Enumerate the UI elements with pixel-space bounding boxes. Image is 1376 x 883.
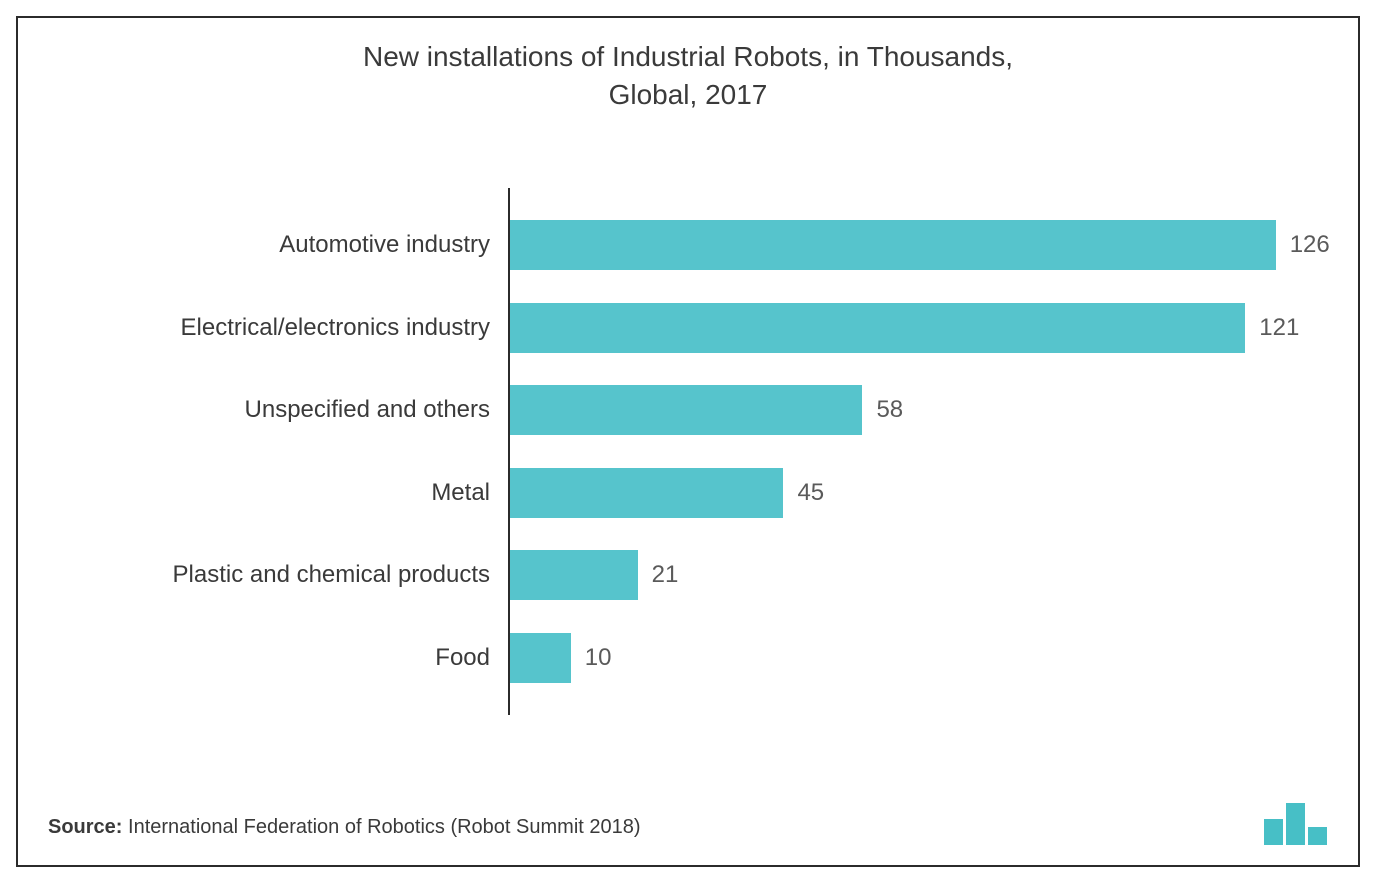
bar-row: Automotive industry126 bbox=[78, 220, 1298, 270]
bar bbox=[510, 303, 1245, 353]
bar-track: 58 bbox=[508, 385, 1298, 435]
value-label: 45 bbox=[783, 468, 824, 518]
category-label: Food bbox=[78, 644, 508, 672]
chart-frame: New installations of Industrial Robots, … bbox=[16, 16, 1360, 867]
title-line-1: New installations of Industrial Robots, … bbox=[18, 38, 1358, 76]
bar-track: 21 bbox=[508, 550, 1298, 600]
source-text: International Federation of Robotics (Ro… bbox=[128, 816, 641, 838]
bar-row: Food 10 bbox=[78, 633, 1298, 683]
category-label: Electrical/electronics industry bbox=[78, 314, 508, 342]
brand-logo bbox=[1264, 803, 1328, 845]
value-label: 10 bbox=[571, 633, 612, 683]
bar bbox=[510, 550, 638, 600]
source-attribution: Source: International Federation of Robo… bbox=[48, 816, 641, 839]
bar bbox=[510, 220, 1276, 270]
bar-row: Electrical/electronics industry 121 bbox=[78, 303, 1298, 353]
value-label: 58 bbox=[862, 385, 903, 435]
logo-bar-2 bbox=[1286, 803, 1305, 845]
bar-track: 126 bbox=[508, 220, 1298, 270]
chart-plot-area: Automotive industry126 Electrical/electro… bbox=[78, 188, 1298, 715]
category-label: Automotive industry bbox=[78, 231, 508, 259]
bar-track: 121 bbox=[508, 303, 1298, 353]
source-prefix: Source: bbox=[48, 816, 128, 838]
bar-rows: Automotive industry126 Electrical/electro… bbox=[78, 188, 1298, 715]
bar-row: Metal 45 bbox=[78, 468, 1298, 518]
logo-bar-3 bbox=[1308, 827, 1327, 845]
bar bbox=[510, 633, 571, 683]
bar-row: Unspecified and others 58 bbox=[78, 385, 1298, 435]
category-label: Metal bbox=[78, 479, 508, 507]
bar-track: 45 bbox=[508, 468, 1298, 518]
category-label: Unspecified and others bbox=[78, 396, 508, 424]
logo-bar-1 bbox=[1264, 819, 1283, 845]
bar bbox=[510, 468, 783, 518]
value-label: 21 bbox=[638, 550, 679, 600]
value-label: 126 bbox=[1276, 220, 1330, 270]
bar-row: Plastic and chemical products 21 bbox=[78, 550, 1298, 600]
bar-track: 10 bbox=[508, 633, 1298, 683]
title-line-2: Global, 2017 bbox=[18, 76, 1358, 114]
category-label: Plastic and chemical products bbox=[78, 561, 508, 589]
bar bbox=[510, 385, 862, 435]
chart-title: New installations of Industrial Robots, … bbox=[18, 18, 1358, 124]
value-label: 121 bbox=[1245, 303, 1299, 353]
